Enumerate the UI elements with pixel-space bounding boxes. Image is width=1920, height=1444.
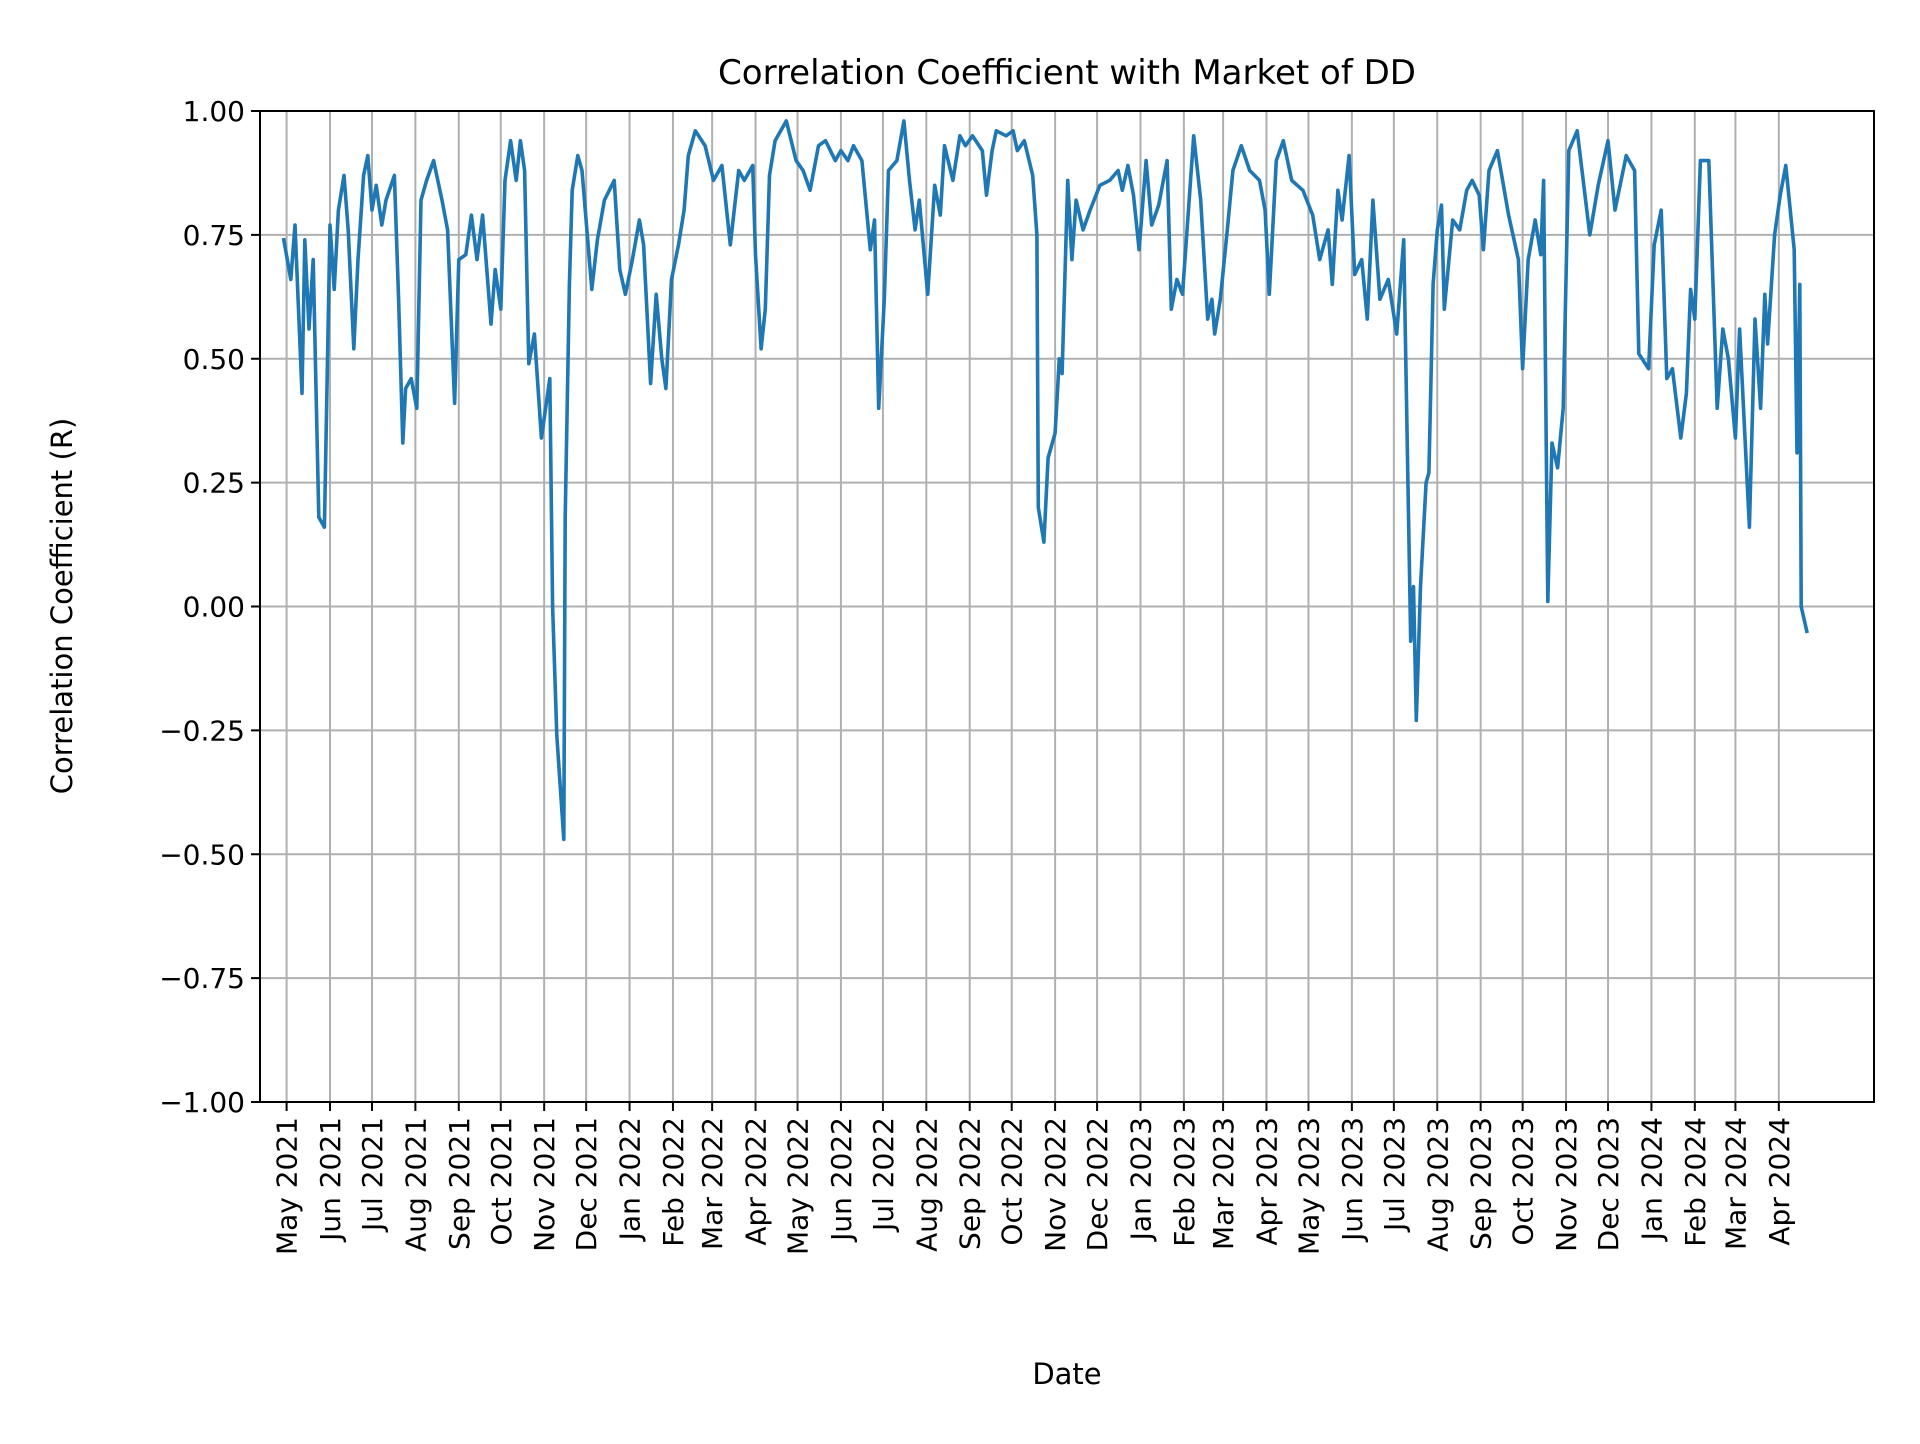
- x-tick-label: Sep 2021: [443, 1117, 476, 1250]
- x-tick-label: Jun 2021: [314, 1117, 347, 1243]
- x-tick-label: Jul 2021: [356, 1117, 389, 1233]
- x-tick-label: Apr 2022: [740, 1117, 773, 1246]
- x-tick-label: Nov 2023: [1550, 1117, 1583, 1252]
- x-tick-label: Mar 2023: [1207, 1117, 1240, 1250]
- x-tick-label: Sep 2022: [954, 1117, 987, 1250]
- x-tick-label: Aug 2021: [399, 1117, 432, 1252]
- x-tick-label: Mar 2022: [696, 1117, 729, 1250]
- x-axis: May 2021 Jun 2021 Jul 2021 Aug 2021 Sep 2021…: [271, 1102, 1796, 1255]
- x-tick-label: Oct 2021: [485, 1117, 518, 1246]
- x-tick-label: May 2023: [1292, 1117, 1325, 1255]
- x-tick-label: Feb 2023: [1168, 1117, 1201, 1247]
- x-tick-label: Nov 2022: [1039, 1117, 1072, 1252]
- x-tick-label: Dec 2021: [570, 1117, 603, 1251]
- correlation-line: [281, 119, 1809, 842]
- x-tick-label: Jun 2022: [825, 1117, 858, 1243]
- x-axis-label: Date: [1032, 1357, 1101, 1391]
- x-tick-label: Dec 2023: [1592, 1117, 1625, 1251]
- x-tick-label: Jan 2022: [614, 1117, 647, 1242]
- y-tick-label: 0.75: [183, 219, 245, 252]
- x-tick-label: Feb 2022: [657, 1117, 690, 1247]
- chart-title: Correlation Coefficient with Market of D…: [718, 53, 1416, 93]
- x-tick-label: Apr 2024: [1763, 1117, 1796, 1246]
- x-tick-label: Nov 2021: [528, 1117, 561, 1252]
- x-tick-label: Jan 2024: [1635, 1117, 1668, 1242]
- x-tick-label: Apr 2023: [1250, 1117, 1283, 1246]
- x-tick-label: Oct 2022: [996, 1117, 1029, 1246]
- y-tick-label: 0.50: [183, 343, 245, 376]
- y-axis: −1.00 −0.75 −0.50 −0.25 0.00 0.25 0.50 0.75 1.00: [159, 95, 260, 1119]
- x-tick-label: Aug 2022: [910, 1117, 943, 1252]
- y-tick-label: −0.25: [159, 714, 245, 747]
- y-tick-label: 0.00: [183, 591, 245, 624]
- x-tick-label: Oct 2023: [1507, 1117, 1540, 1246]
- x-tick-label: Jul 2022: [867, 1117, 900, 1233]
- x-tick-label: May 2022: [782, 1117, 815, 1255]
- y-tick-label: −0.75: [159, 962, 245, 995]
- y-axis-label: Correlation Coefficient (R): [45, 418, 79, 795]
- x-tick-label: Mar 2024: [1719, 1117, 1752, 1250]
- y-tick-label: 0.25: [183, 467, 245, 500]
- x-tick-label: Aug 2023: [1421, 1117, 1454, 1252]
- x-tick-label: Sep 2023: [1465, 1117, 1498, 1250]
- x-tick-label: Feb 2024: [1679, 1117, 1712, 1247]
- x-tick-label: Jan 2023: [1124, 1117, 1157, 1242]
- series-group: [281, 119, 1809, 842]
- x-tick-label: Jun 2023: [1336, 1117, 1369, 1243]
- x-tick-label: Jul 2023: [1378, 1117, 1411, 1233]
- y-tick-label: −0.50: [159, 838, 245, 871]
- y-tick-label: 1.00: [183, 95, 245, 128]
- x-tick-label: Dec 2022: [1081, 1117, 1114, 1251]
- x-tick-label: May 2021: [271, 1117, 304, 1255]
- y-tick-label: −1.00: [159, 1086, 245, 1119]
